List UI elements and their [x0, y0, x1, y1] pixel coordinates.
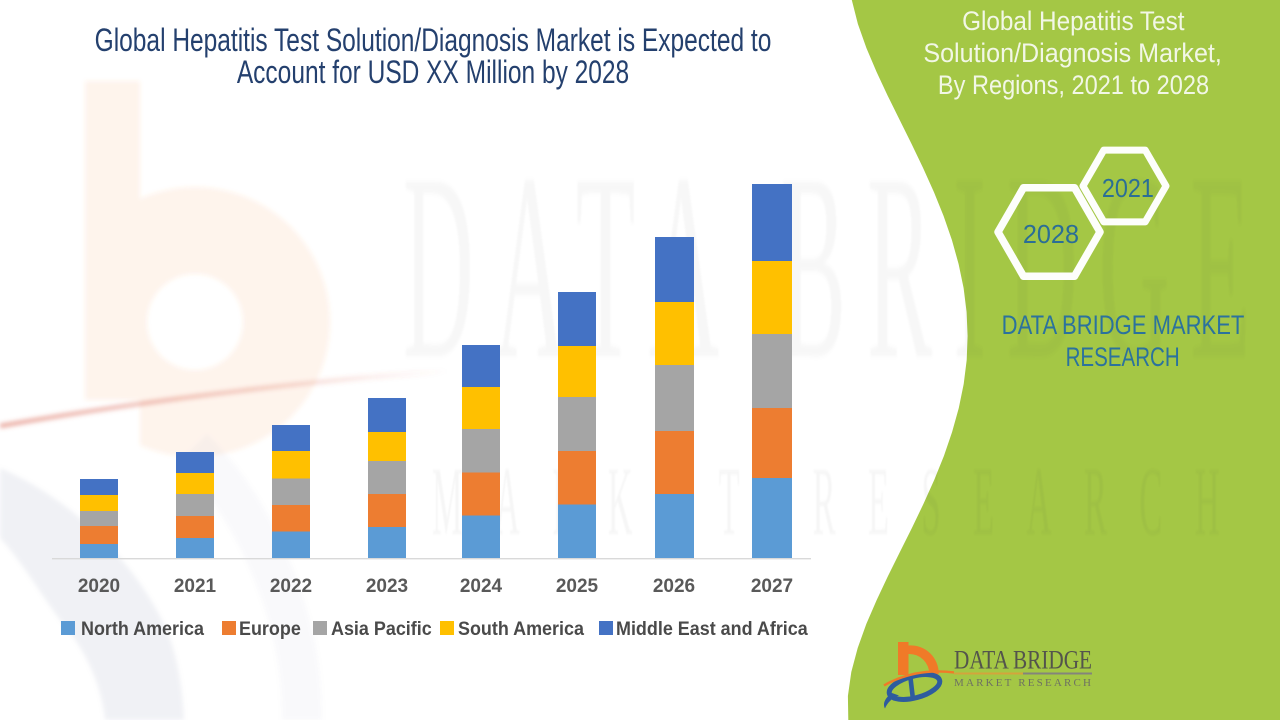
svg-text:DATA BRIDGE: DATA BRIDGE	[954, 645, 1092, 675]
svg-text:MARKET RESEARCH: MARKET RESEARCH	[954, 677, 1091, 689]
